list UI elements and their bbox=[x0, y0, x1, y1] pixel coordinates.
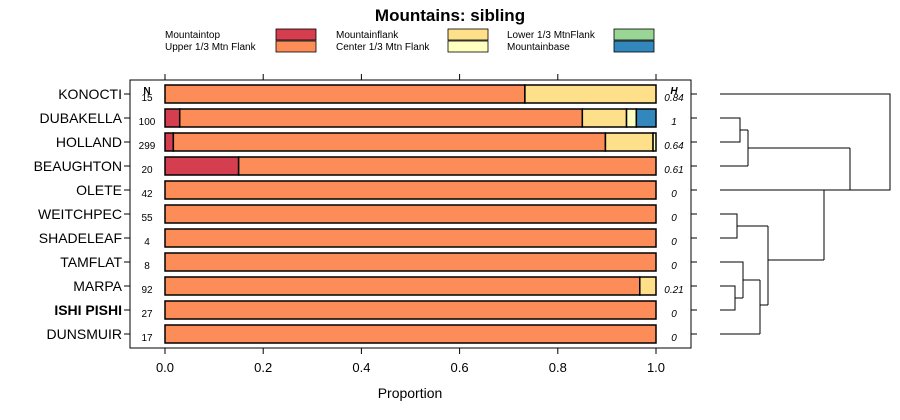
legend-label: Center 1/3 Mtn Flank bbox=[336, 42, 430, 53]
row-marpa: MARPA 92 0.21 bbox=[73, 276, 684, 296]
row-ishi-pishi: ISHI PISHI 27 0 bbox=[54, 300, 677, 320]
n-value: 4 bbox=[144, 237, 150, 248]
n-value: 17 bbox=[141, 333, 153, 344]
bar-segment bbox=[164, 228, 657, 248]
n-column-header: N bbox=[143, 86, 150, 97]
legend-swatch bbox=[447, 28, 489, 41]
bar-segment bbox=[164, 324, 657, 344]
legend-swatch bbox=[613, 40, 655, 53]
n-value: 8 bbox=[144, 261, 150, 272]
row-dubakella: DUBAKELLA 100 1 bbox=[40, 108, 677, 128]
n-value: 92 bbox=[141, 285, 153, 296]
bar-segment bbox=[164, 108, 181, 128]
bar-segment bbox=[164, 180, 657, 200]
category-label: SHADELEAF bbox=[39, 230, 122, 246]
legend-swatch bbox=[613, 28, 655, 41]
bar-segment bbox=[652, 132, 657, 152]
row-weitchpec: WEITCHPEC 55 0 bbox=[38, 204, 677, 224]
h-value: 0 bbox=[671, 237, 677, 248]
x-tick-label: 0.8 bbox=[549, 360, 567, 375]
legend-swatch bbox=[275, 40, 317, 53]
h-column-header: H bbox=[670, 86, 678, 97]
category-label: DUBAKELLA bbox=[40, 110, 123, 126]
x-axis-label: Proportion bbox=[378, 385, 443, 401]
legend-label: Mountaintop bbox=[165, 30, 220, 41]
row-dunsmuir: DUNSMUIR 17 0 bbox=[47, 324, 677, 344]
dendrogram-branch bbox=[720, 189, 825, 260]
category-label: BEAUGHTON bbox=[34, 158, 122, 174]
h-value: 0.61 bbox=[664, 165, 683, 176]
x-tick-label: 0.0 bbox=[156, 360, 174, 375]
h-value: 0.64 bbox=[664, 141, 684, 152]
rows: KONOCTI 15 0.84 DUBAKELLA 100 1 HOLLAND 299 0.64… bbox=[34, 84, 684, 344]
x-tick-label: 0.2 bbox=[254, 360, 272, 375]
n-value: 27 bbox=[141, 309, 153, 320]
row-beaughton: BEAUGHTON 20 0.61 bbox=[34, 156, 684, 176]
n-value: 100 bbox=[139, 117, 156, 128]
bar-segment bbox=[164, 132, 175, 152]
n-value: 42 bbox=[141, 189, 153, 200]
legend-label: Upper 1/3 Mtn Flank bbox=[165, 42, 257, 53]
h-value: 0.21 bbox=[664, 285, 683, 296]
bar-segment bbox=[164, 300, 657, 320]
category-label: KONOCTI bbox=[58, 86, 122, 102]
dendrogram-branch bbox=[720, 285, 736, 311]
category-label: MARPA bbox=[73, 278, 122, 294]
bar-segment bbox=[178, 108, 584, 128]
category-label: DUNSMUIR bbox=[47, 326, 122, 342]
category-label: OLETE bbox=[76, 182, 122, 198]
h-value: 0.84 bbox=[664, 93, 684, 104]
bar-segment bbox=[164, 156, 240, 176]
dendrogram-branch bbox=[720, 261, 744, 298]
h-value: 0 bbox=[671, 333, 677, 344]
row-tamflat: TAMFLAT 8 0 bbox=[60, 252, 677, 272]
dendrogram-branch bbox=[720, 213, 738, 239]
dendrogram bbox=[720, 93, 891, 335]
bar-segment bbox=[237, 156, 657, 176]
h-value: 0 bbox=[671, 189, 677, 200]
axes: 0.0 0.2 0.4 0.6 0.8 1.0 bbox=[124, 74, 697, 375]
h-value: 1 bbox=[671, 117, 677, 128]
category-label: WEITCHPEC bbox=[38, 206, 122, 222]
category-label: ISHI PISHI bbox=[54, 302, 122, 318]
legend-swatch bbox=[447, 40, 489, 53]
h-value: 0 bbox=[671, 261, 677, 272]
bar-segment bbox=[164, 252, 657, 272]
bar-segment bbox=[639, 276, 657, 296]
dendrogram-branch bbox=[720, 93, 891, 191]
row-shadeleaf: SHADELEAF 4 0 bbox=[39, 228, 677, 248]
h-value: 0 bbox=[671, 213, 677, 224]
n-value: 55 bbox=[141, 213, 153, 224]
bar-segment bbox=[164, 84, 526, 104]
n-value: 15 bbox=[141, 93, 153, 104]
chart-title: Mountains: sibling bbox=[375, 6, 525, 25]
category-label: HOLLAND bbox=[56, 134, 122, 150]
legend-label: Mountainflank bbox=[336, 30, 399, 41]
x-tick-label: 0.4 bbox=[352, 360, 370, 375]
legend-label: Mountainbase bbox=[507, 42, 570, 53]
legend-swatch bbox=[275, 28, 317, 41]
legend-label: Lower 1/3 MtnFlank bbox=[507, 30, 596, 41]
category-label: TAMFLAT bbox=[60, 254, 122, 270]
bar-segment bbox=[581, 108, 628, 128]
bar-segment bbox=[604, 132, 654, 152]
dendrogram-branch bbox=[720, 117, 741, 143]
row-olete: OLETE 42 0 bbox=[76, 180, 677, 200]
row-holland: HOLLAND 299 0.64 bbox=[56, 132, 684, 152]
bar-segment bbox=[524, 84, 657, 104]
bar-segment bbox=[172, 132, 607, 152]
bar-segment bbox=[164, 204, 657, 224]
n-value: 299 bbox=[139, 141, 156, 152]
n-value: 20 bbox=[141, 165, 153, 176]
bar-segment bbox=[625, 108, 638, 128]
bar-segment bbox=[164, 276, 641, 296]
row-konocti: KONOCTI 15 0.84 bbox=[58, 84, 684, 104]
bar-segment bbox=[635, 108, 657, 128]
h-value: 0 bbox=[671, 309, 677, 320]
x-tick-label: 1.0 bbox=[647, 360, 665, 375]
x-tick-label: 0.6 bbox=[451, 360, 469, 375]
